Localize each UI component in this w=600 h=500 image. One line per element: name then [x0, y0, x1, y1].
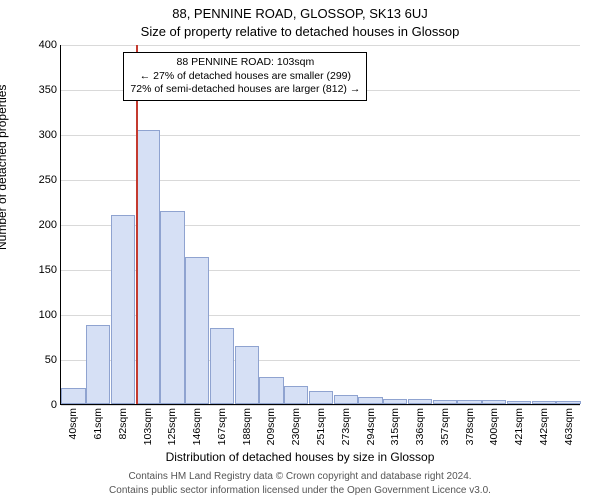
annotation-line: 72% of semi-detached houses are larger (…	[130, 83, 360, 97]
x-tick-label: 421sqm	[513, 408, 525, 445]
histogram-bar	[334, 395, 358, 404]
histogram-bar	[457, 400, 481, 404]
x-tick-label: 61sqm	[92, 408, 104, 440]
histogram-bar	[210, 328, 234, 405]
histogram-bar	[433, 400, 457, 405]
x-tick-label: 125sqm	[166, 408, 178, 445]
grid-line	[61, 405, 580, 406]
histogram-bar	[309, 391, 333, 405]
x-tick-label: 40sqm	[67, 408, 79, 440]
chart-title-line1: 88, PENNINE ROAD, GLOSSOP, SK13 6UJ	[0, 6, 600, 21]
y-tick-label: 350	[39, 84, 57, 96]
y-tick-label: 0	[51, 399, 57, 411]
annotation-line: ← 27% of detached houses are smaller (29…	[130, 70, 360, 84]
histogram-bar	[556, 401, 580, 404]
y-tick-label: 150	[39, 264, 57, 276]
x-tick-label: 463sqm	[563, 408, 575, 445]
annotation-box: 88 PENNINE ROAD: 103sqm← 27% of detached…	[123, 52, 367, 101]
y-axis-label: Number of detached properties	[0, 85, 9, 250]
histogram-bar	[284, 386, 308, 404]
x-tick-label: 442sqm	[538, 408, 550, 445]
histogram-bar	[383, 399, 407, 404]
x-tick-label: 167sqm	[216, 408, 228, 445]
histogram-bar	[185, 257, 209, 404]
x-tick-label: 146sqm	[191, 408, 203, 445]
x-tick-label: 209sqm	[265, 408, 277, 445]
y-tick-label: 100	[39, 309, 57, 321]
y-tick-label: 250	[39, 174, 57, 186]
x-tick-label: 336sqm	[414, 408, 426, 445]
y-tick-label: 400	[39, 39, 57, 51]
annotation-line: 88 PENNINE ROAD: 103sqm	[130, 56, 360, 70]
histogram-bar	[235, 346, 259, 405]
x-tick-label: 315sqm	[389, 408, 401, 445]
histogram-bar	[507, 401, 531, 404]
x-tick-label: 103sqm	[142, 408, 154, 445]
y-tick-label: 300	[39, 129, 57, 141]
x-tick-label: 378sqm	[464, 408, 476, 445]
x-tick-label: 82sqm	[117, 408, 129, 440]
x-tick-label: 357sqm	[439, 408, 451, 445]
histogram-bar	[482, 400, 506, 404]
x-tick-label: 400sqm	[488, 408, 500, 445]
histogram-bar	[408, 399, 432, 404]
histogram-bar	[160, 211, 184, 404]
histogram-bar	[86, 325, 110, 404]
x-tick-label: 273sqm	[340, 408, 352, 445]
chart-container: 88, PENNINE ROAD, GLOSSOP, SK13 6UJ Size…	[0, 0, 600, 500]
footer-line2: Contains public sector information licen…	[0, 485, 600, 496]
footer-line1: Contains HM Land Registry data © Crown c…	[0, 471, 600, 482]
x-tick-label: 251sqm	[315, 408, 327, 445]
y-tick-label: 200	[39, 219, 57, 231]
histogram-bar	[532, 401, 556, 404]
plot-area: 05010015020025030035040040sqm61sqm82sqm1…	[60, 45, 580, 405]
chart-title-line2: Size of property relative to detached ho…	[0, 24, 600, 39]
x-tick-label: 188sqm	[241, 408, 253, 445]
x-tick-label: 230sqm	[290, 408, 302, 445]
grid-line	[61, 45, 580, 46]
histogram-bar	[61, 388, 85, 404]
y-tick-label: 50	[45, 354, 57, 366]
x-tick-label: 294sqm	[365, 408, 377, 445]
histogram-bar	[259, 377, 283, 404]
histogram-bar	[358, 397, 382, 404]
x-axis-label: Distribution of detached houses by size …	[0, 450, 600, 464]
histogram-bar	[111, 215, 135, 404]
histogram-bar	[136, 130, 160, 405]
